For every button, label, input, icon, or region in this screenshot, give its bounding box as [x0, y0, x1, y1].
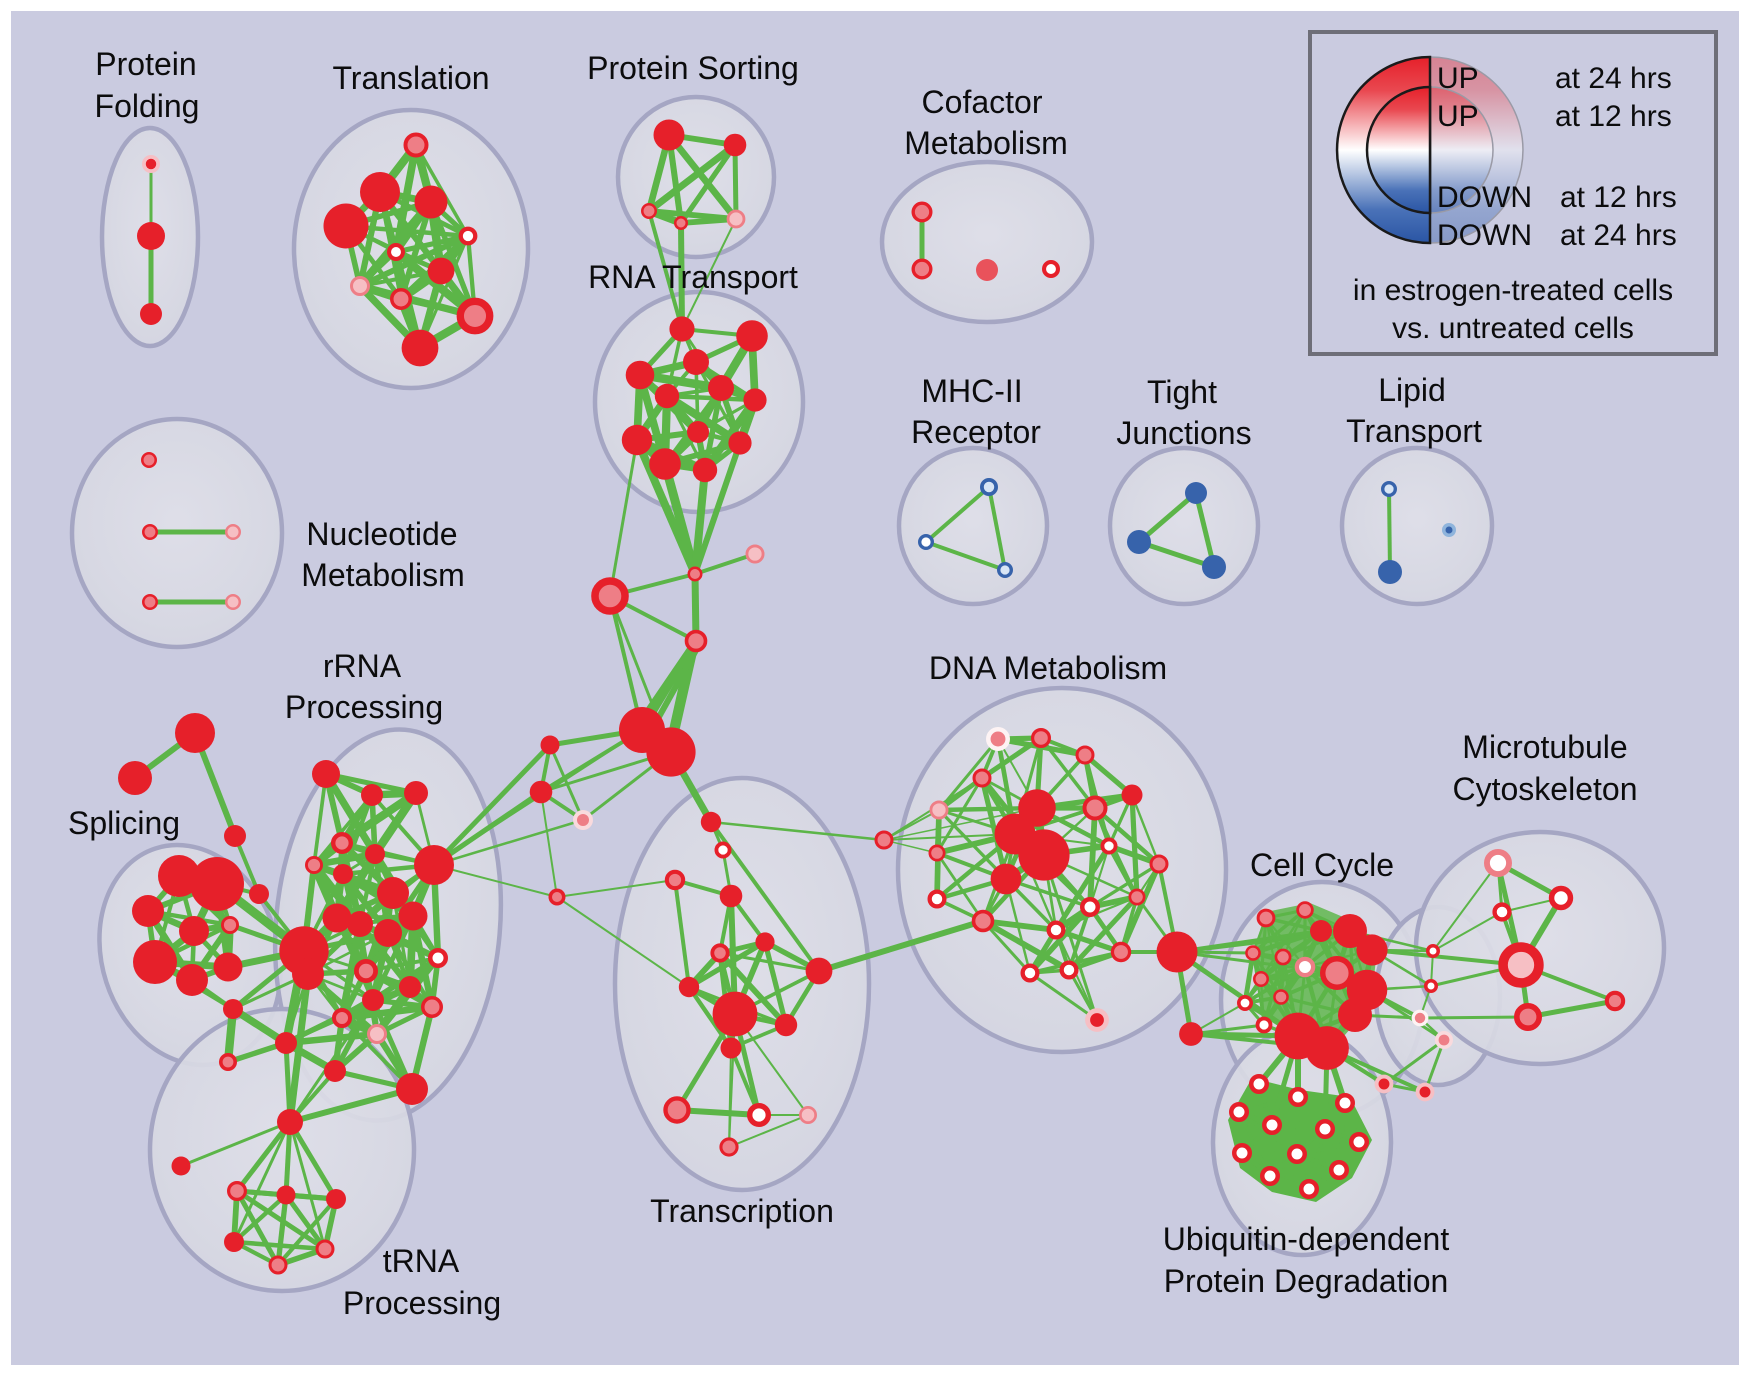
svg-text:RNA Transport: RNA Transport: [588, 259, 798, 295]
svg-text:Metabolism: Metabolism: [301, 557, 465, 593]
svg-text:rRNA: rRNA: [323, 648, 402, 684]
svg-text:Protein Sorting: Protein Sorting: [587, 50, 799, 86]
svg-text:Cell Cycle: Cell Cycle: [1250, 847, 1394, 883]
svg-text:Transport: Transport: [1346, 413, 1482, 449]
svg-text:Splicing: Splicing: [68, 805, 180, 841]
svg-text:Lipid: Lipid: [1378, 372, 1446, 408]
svg-text:vs. untreated cells: vs. untreated cells: [1392, 312, 1634, 345]
svg-text:Nucleotide: Nucleotide: [306, 516, 457, 552]
svg-text:Receptor: Receptor: [911, 414, 1041, 450]
svg-text:DOWN: DOWN: [1437, 181, 1532, 214]
svg-text:in estrogen-treated cells: in estrogen-treated cells: [1353, 274, 1673, 307]
svg-text:tRNA: tRNA: [383, 1243, 460, 1279]
svg-text:at 12 hrs: at 12 hrs: [1560, 181, 1677, 214]
svg-text:DNA Metabolism: DNA Metabolism: [929, 650, 1167, 686]
svg-text:Junctions: Junctions: [1116, 415, 1251, 451]
svg-text:Protein Degradation: Protein Degradation: [1164, 1263, 1449, 1299]
svg-text:UP: UP: [1437, 62, 1479, 95]
svg-text:Transcription: Transcription: [650, 1193, 834, 1229]
svg-text:Cytoskeleton: Cytoskeleton: [1453, 771, 1638, 807]
svg-text:Processing: Processing: [285, 689, 443, 725]
svg-text:DOWN: DOWN: [1437, 219, 1532, 252]
svg-text:Folding: Folding: [95, 88, 200, 124]
svg-text:Translation: Translation: [332, 60, 489, 96]
svg-text:UP: UP: [1437, 100, 1479, 133]
svg-text:Microtubule: Microtubule: [1462, 729, 1627, 765]
svg-text:at 24 hrs: at 24 hrs: [1560, 219, 1677, 252]
svg-text:at 24 hrs: at 24 hrs: [1555, 62, 1672, 95]
svg-text:MHC-II: MHC-II: [921, 373, 1022, 409]
svg-text:Protein: Protein: [95, 46, 196, 82]
svg-text:Processing: Processing: [343, 1285, 501, 1321]
svg-text:Cofactor: Cofactor: [922, 84, 1043, 120]
svg-text:Ubiquitin-dependent: Ubiquitin-dependent: [1163, 1221, 1450, 1257]
svg-text:at 12 hrs: at 12 hrs: [1555, 100, 1672, 133]
svg-text:Tight: Tight: [1147, 374, 1217, 410]
svg-text:Metabolism: Metabolism: [904, 125, 1068, 161]
